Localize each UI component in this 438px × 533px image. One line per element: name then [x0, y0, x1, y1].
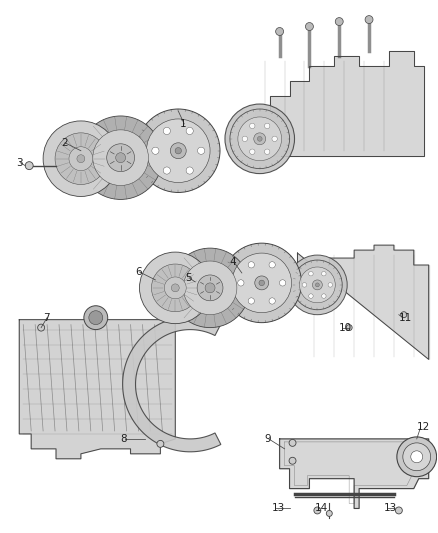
Circle shape — [163, 127, 170, 134]
Circle shape — [255, 276, 268, 290]
Text: 9: 9 — [265, 434, 271, 444]
Polygon shape — [19, 320, 175, 459]
Circle shape — [315, 283, 319, 287]
Circle shape — [248, 262, 254, 268]
Circle shape — [289, 457, 296, 464]
Circle shape — [328, 282, 332, 287]
Circle shape — [43, 121, 119, 197]
Circle shape — [258, 136, 262, 141]
Circle shape — [401, 312, 407, 318]
Circle shape — [248, 298, 254, 304]
Circle shape — [396, 507, 403, 514]
Circle shape — [186, 167, 193, 174]
Circle shape — [69, 147, 93, 171]
Circle shape — [163, 167, 170, 174]
Circle shape — [289, 439, 296, 446]
Circle shape — [38, 324, 45, 331]
Circle shape — [302, 282, 307, 287]
Circle shape — [25, 161, 33, 169]
Circle shape — [225, 104, 294, 174]
Circle shape — [250, 149, 255, 155]
Circle shape — [183, 261, 237, 314]
Circle shape — [170, 143, 186, 159]
Circle shape — [265, 123, 270, 128]
Text: 7: 7 — [43, 313, 50, 322]
Circle shape — [305, 22, 314, 30]
Text: 3: 3 — [16, 158, 23, 168]
Circle shape — [254, 133, 266, 145]
Text: 5: 5 — [185, 273, 192, 283]
Circle shape — [157, 440, 164, 447]
Circle shape — [170, 248, 250, 328]
Circle shape — [79, 116, 162, 199]
Polygon shape — [240, 51, 424, 156]
Text: 13: 13 — [384, 504, 397, 513]
Circle shape — [205, 283, 215, 293]
Circle shape — [272, 136, 277, 141]
Text: 2: 2 — [61, 138, 67, 148]
Circle shape — [403, 443, 431, 471]
Circle shape — [238, 280, 244, 286]
Circle shape — [230, 109, 290, 168]
Text: 14: 14 — [314, 504, 328, 513]
Circle shape — [77, 155, 85, 163]
Circle shape — [198, 147, 205, 155]
Circle shape — [346, 325, 352, 330]
Circle shape — [321, 294, 326, 298]
Text: 6: 6 — [135, 267, 142, 277]
Circle shape — [238, 117, 282, 160]
Circle shape — [146, 119, 210, 182]
Text: 13: 13 — [272, 504, 285, 513]
Circle shape — [397, 437, 437, 477]
Text: 8: 8 — [120, 434, 127, 444]
Circle shape — [93, 130, 148, 185]
Circle shape — [152, 147, 159, 155]
Text: 4: 4 — [230, 257, 237, 267]
Polygon shape — [297, 245, 429, 359]
Circle shape — [137, 109, 220, 192]
Circle shape — [312, 280, 322, 290]
Circle shape — [171, 284, 179, 292]
Circle shape — [276, 28, 283, 36]
Circle shape — [84, 306, 108, 329]
Polygon shape — [279, 439, 429, 508]
Circle shape — [288, 255, 347, 314]
Circle shape — [222, 243, 301, 322]
Circle shape — [152, 264, 199, 312]
Circle shape — [107, 144, 134, 172]
Circle shape — [326, 511, 332, 516]
Circle shape — [186, 127, 193, 134]
Circle shape — [140, 252, 211, 324]
Circle shape — [293, 260, 342, 310]
Circle shape — [269, 262, 276, 268]
Circle shape — [175, 148, 181, 154]
Circle shape — [365, 15, 373, 23]
Circle shape — [314, 507, 321, 514]
Circle shape — [250, 123, 255, 128]
Circle shape — [232, 253, 292, 313]
Circle shape — [242, 136, 247, 141]
Circle shape — [55, 133, 107, 184]
Text: 12: 12 — [417, 422, 430, 432]
Circle shape — [265, 149, 270, 155]
Circle shape — [164, 277, 186, 299]
Polygon shape — [123, 317, 221, 452]
Circle shape — [309, 271, 313, 276]
Circle shape — [335, 18, 343, 26]
Text: 1: 1 — [180, 119, 187, 129]
Text: 11: 11 — [399, 313, 412, 322]
Circle shape — [197, 275, 223, 301]
Circle shape — [116, 153, 126, 163]
Circle shape — [89, 311, 103, 325]
Circle shape — [279, 280, 286, 286]
Circle shape — [309, 294, 313, 298]
Circle shape — [259, 280, 265, 286]
Circle shape — [411, 451, 423, 463]
Circle shape — [300, 267, 335, 303]
Text: 10: 10 — [339, 322, 352, 333]
Circle shape — [269, 298, 276, 304]
Circle shape — [321, 271, 326, 276]
